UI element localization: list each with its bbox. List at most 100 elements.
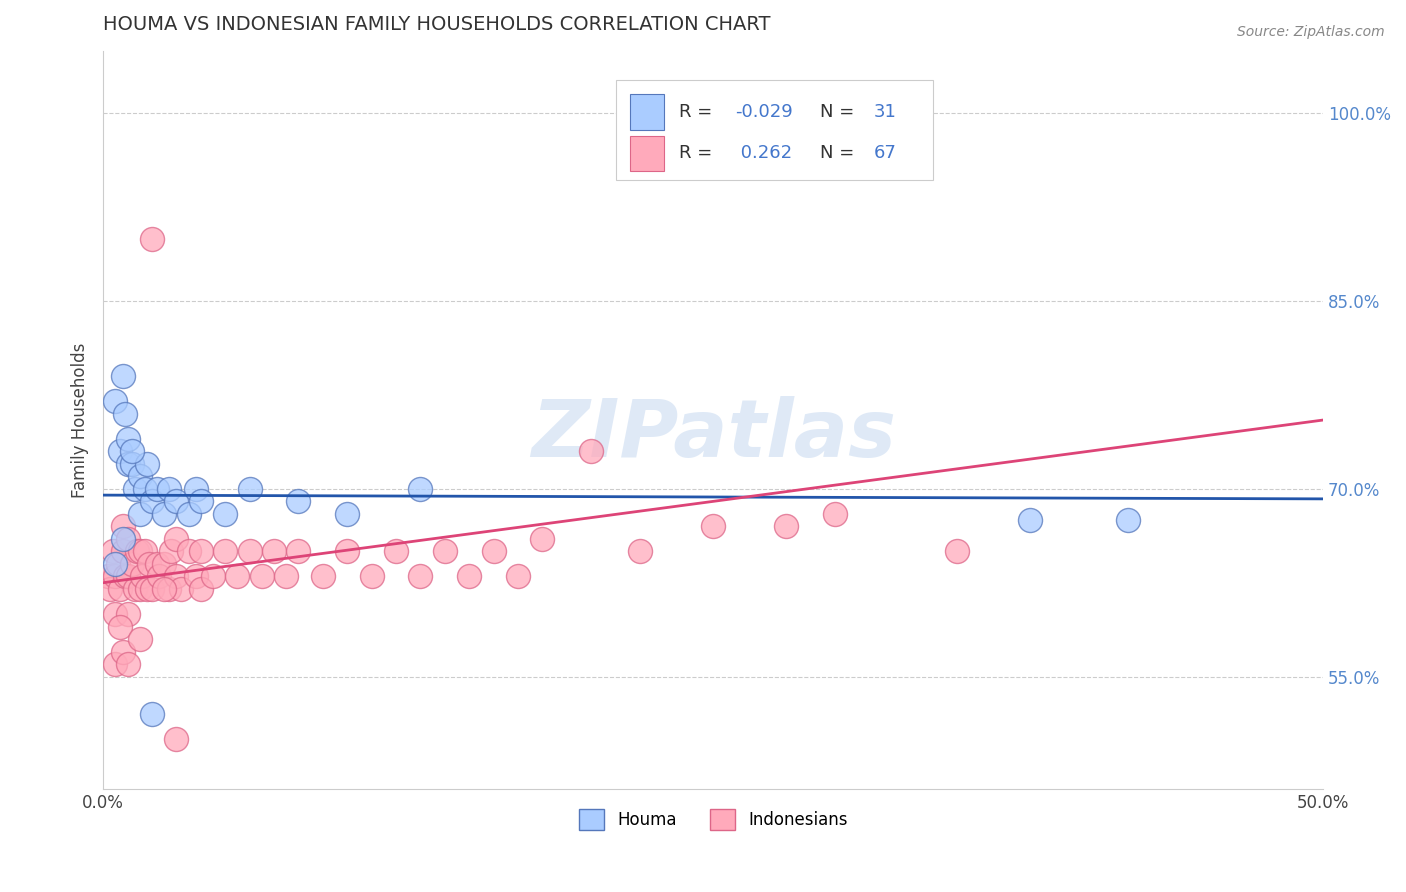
Point [104, 607, 127, 621]
Point [312, 569, 335, 583]
Point [165, 569, 187, 583]
Point [177, 507, 200, 521]
Text: N =: N = [821, 103, 855, 121]
Point [117, 532, 139, 546]
Point [360, 569, 382, 583]
Legend: Houma, Indonesians: Houma, Indonesians [572, 803, 855, 837]
Point [146, 482, 169, 496]
Point [128, 507, 150, 521]
Point [287, 494, 309, 508]
Point [111, 644, 134, 658]
Point [117, 457, 139, 471]
Point [287, 544, 309, 558]
Y-axis label: Family Households: Family Households [72, 343, 89, 498]
Point [104, 569, 127, 583]
Point [506, 569, 529, 583]
Point [127, 544, 149, 558]
Point [702, 519, 724, 533]
Point [111, 369, 134, 384]
Point [201, 569, 224, 583]
Point [238, 482, 260, 496]
Point [628, 544, 651, 558]
Point [128, 469, 150, 483]
Text: Source: ZipAtlas.com: Source: ZipAtlas.com [1237, 25, 1385, 39]
Point [263, 544, 285, 558]
Point [111, 519, 134, 533]
Point [170, 582, 193, 596]
Point [117, 569, 139, 583]
Point [128, 632, 150, 646]
Text: ZIPatlas: ZIPatlas [530, 396, 896, 474]
Point [157, 482, 180, 496]
Point [101, 544, 124, 558]
Point [238, 544, 260, 558]
Point [141, 582, 163, 596]
Point [177, 544, 200, 558]
Point [136, 582, 159, 596]
Point [579, 444, 602, 458]
Point [184, 569, 207, 583]
FancyBboxPatch shape [616, 80, 932, 180]
Point [100, 582, 122, 596]
Point [409, 482, 432, 496]
Point [114, 569, 136, 583]
Point [153, 557, 176, 571]
Text: 31: 31 [875, 103, 897, 121]
Point [121, 557, 143, 571]
Point [1116, 513, 1139, 527]
Point [148, 569, 170, 583]
Point [117, 432, 139, 446]
Text: HOUMA VS INDONESIAN FAMILY HOUSEHOLDS CORRELATION CHART: HOUMA VS INDONESIAN FAMILY HOUSEHOLDS CO… [103, 15, 770, 34]
Point [138, 557, 160, 571]
Point [336, 507, 359, 521]
Point [214, 507, 236, 521]
Point [121, 444, 143, 458]
Point [165, 494, 187, 508]
Point [107, 557, 129, 571]
Point [136, 457, 159, 471]
Point [117, 607, 139, 621]
Point [385, 544, 408, 558]
Point [108, 619, 131, 633]
Point [134, 544, 156, 558]
Point [824, 507, 846, 521]
Point [250, 569, 273, 583]
Point [160, 544, 183, 558]
Text: R =: R = [679, 103, 713, 121]
Point [433, 544, 456, 558]
Point [108, 582, 131, 596]
Point [184, 482, 207, 496]
Point [153, 507, 176, 521]
Point [121, 457, 143, 471]
Point [1019, 513, 1042, 527]
Point [97, 569, 120, 583]
Point [128, 582, 150, 596]
Text: N =: N = [821, 145, 855, 162]
Point [409, 569, 432, 583]
Point [111, 532, 134, 546]
Point [114, 407, 136, 421]
Point [141, 707, 163, 722]
Point [336, 544, 359, 558]
Point [226, 569, 249, 583]
Point [104, 557, 127, 571]
Point [141, 231, 163, 245]
Point [108, 444, 131, 458]
Point [946, 544, 969, 558]
Point [190, 544, 212, 558]
Point [124, 482, 146, 496]
Point [104, 657, 127, 671]
Point [482, 544, 505, 558]
FancyBboxPatch shape [630, 136, 664, 171]
Point [134, 482, 156, 496]
Point [190, 582, 212, 596]
Point [214, 544, 236, 558]
Point [131, 569, 153, 583]
Point [128, 544, 150, 558]
Point [146, 557, 169, 571]
Point [531, 532, 554, 546]
FancyBboxPatch shape [630, 95, 664, 130]
Point [153, 582, 176, 596]
Point [165, 732, 187, 747]
Point [157, 582, 180, 596]
